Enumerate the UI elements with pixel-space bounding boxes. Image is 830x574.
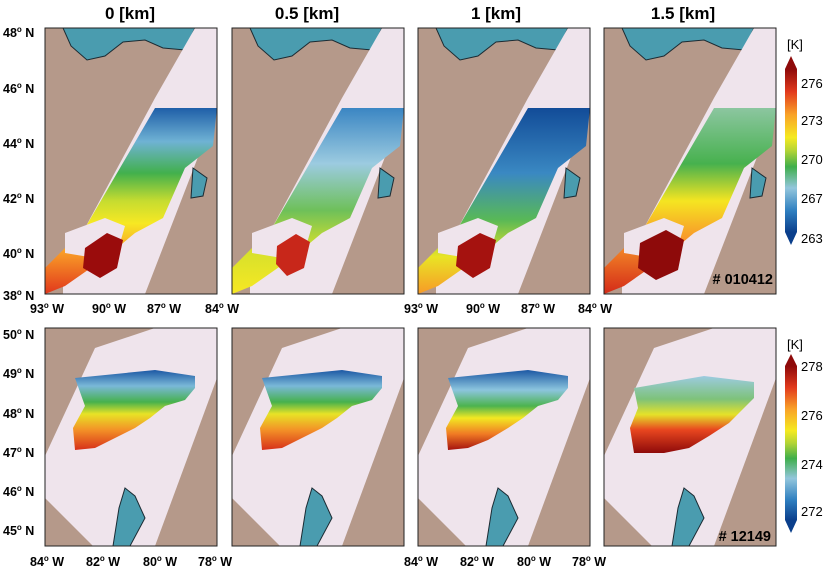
map-panel-r2-c2	[417, 327, 591, 547]
column-title-2: 1 [km]	[471, 4, 521, 23]
lon-tick: 78o W	[198, 554, 232, 569]
lat-tick: 46o N	[3, 81, 34, 96]
lon-tick: 80o W	[143, 554, 177, 569]
row-2-lat-axis: 50o N 49o N 48o N 47o N 46o N 45o N	[3, 327, 34, 538]
column-title-3: 1.5 [km]	[651, 4, 715, 23]
row-1-panels	[44, 27, 777, 295]
row-1-lon-axis-b: 93o W 90o W 87o W 84o W	[404, 301, 612, 316]
case-label-row-2: # 12149	[719, 529, 771, 545]
lon-tick: 90o W	[466, 301, 500, 316]
lon-tick: 84o W	[578, 301, 612, 316]
map-panel-r2-c3	[603, 327, 777, 547]
lon-tick: 87o W	[521, 301, 555, 316]
lat-tick: 38o N	[3, 288, 34, 303]
lon-tick: 84o W	[205, 301, 239, 316]
row-1-lon-axis-a: 93o W 90o W 87o W 84o W	[30, 301, 239, 316]
map-panel-r1-c1	[231, 27, 405, 295]
lon-tick: 78o W	[572, 554, 606, 569]
lat-tick: 42o N	[3, 191, 34, 206]
lon-tick: 82o W	[86, 554, 120, 569]
map-panel-r1-c2	[417, 27, 591, 295]
lat-tick: 44o N	[3, 136, 34, 151]
colorbar-tick: 272	[801, 504, 823, 519]
lon-tick: 84o W	[404, 554, 438, 569]
row-2-lon-axis-a: 84o W 82o W 80o W 78o W	[30, 554, 232, 569]
colorbar-tick: 267	[801, 191, 823, 206]
lon-tick: 93o W	[30, 301, 64, 316]
lon-tick: 93o W	[404, 301, 438, 316]
colorbar-unit: [K]	[787, 37, 803, 52]
colorbar-tick: 274	[801, 457, 823, 472]
colorbar-tick: 273	[801, 113, 823, 128]
map-panel-r2-c0	[44, 327, 218, 547]
row-1-lat-axis: 48o N 46o N 44o N 42o N 40o N 38o N	[3, 25, 34, 303]
lat-tick: 46o N	[3, 484, 34, 499]
colorbar-tick: 278	[801, 359, 823, 374]
lon-tick: 82o W	[460, 554, 494, 569]
colorbar-tick: 263	[801, 231, 823, 246]
lon-tick: 87o W	[147, 301, 181, 316]
lat-tick: 48o N	[3, 25, 34, 40]
lat-tick: 49o N	[3, 366, 34, 381]
colorbar-tick: 270	[801, 152, 823, 167]
colorbar-unit: [K]	[787, 337, 803, 352]
column-titles: 0 [km] 0.5 [km] 1 [km] 1.5 [km]	[105, 4, 715, 23]
map-panel-r1-c3	[603, 27, 777, 295]
lat-tick: 47o N	[3, 445, 34, 460]
lon-tick: 80o W	[517, 554, 551, 569]
lat-tick: 48o N	[3, 406, 34, 421]
map-panel-r2-c1	[231, 327, 405, 547]
colorbar-row-2: [K] 278 276 274 272	[785, 337, 823, 533]
lat-tick: 45o N	[3, 523, 34, 538]
lat-tick: 50o N	[3, 327, 34, 342]
colorbar-row-1: [K] 276 273 270 267 263	[785, 37, 823, 246]
lon-tick: 84o W	[30, 554, 64, 569]
colorbar-tick: 276	[801, 408, 823, 423]
column-title-0: 0 [km]	[105, 4, 155, 23]
lat-tick: 40o N	[3, 246, 34, 261]
lon-tick: 90o W	[92, 301, 126, 316]
column-title-1: 0.5 [km]	[275, 4, 339, 23]
colorbar-tick: 276	[801, 76, 823, 91]
row-2-lon-axis-b: 84o W 82o W 80o W 78o W	[404, 554, 606, 569]
row-2-panels	[44, 327, 777, 547]
case-label-row-1: # 010412	[713, 272, 773, 288]
map-panel-r1-c0	[44, 27, 218, 295]
